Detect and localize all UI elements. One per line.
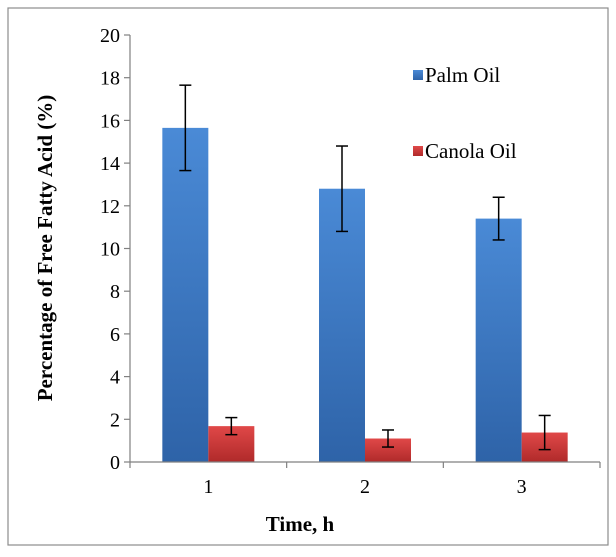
x-tick-label: 3	[517, 476, 527, 498]
legend-swatch-palm-oil	[413, 70, 423, 80]
y-tick-label: 10	[100, 239, 120, 261]
y-tick-label: 6	[110, 324, 120, 346]
legend-label-canola-oil: Canola Oil	[425, 139, 517, 163]
legend-label-palm-oil: Palm Oil	[425, 63, 500, 87]
bar-palm-oil-2	[319, 188, 365, 462]
legend-swatch-canola-oil	[413, 146, 423, 156]
error-bar-canola-oil-3	[538, 414, 551, 451]
y-axis-title: Percentage of Free Fatty Acid (%)	[33, 95, 57, 402]
error-bar-palm-oil-1	[179, 84, 192, 172]
y-tick-label: 20	[100, 25, 120, 47]
y-tick-label: 0	[110, 452, 120, 474]
x-axis-title: Time, h	[266, 512, 335, 536]
y-tick-label: 16	[100, 110, 120, 132]
x-tick-label: 2	[360, 476, 370, 498]
error-bar-canola-oil-2	[382, 429, 394, 448]
y-tick-label: 18	[100, 68, 120, 90]
y-tick-label: 4	[110, 367, 120, 389]
bar-palm-oil-1	[162, 127, 209, 462]
y-tick-label: 2	[110, 409, 120, 431]
error-bar-palm-oil-2	[336, 145, 348, 233]
y-tick-label: 12	[100, 196, 120, 218]
y-tick-label: 14	[100, 153, 120, 175]
y-tick-label: 8	[110, 281, 120, 303]
error-bar-canola-oil-1	[225, 416, 238, 436]
bar-canola-oil-2	[365, 438, 411, 462]
error-bar-palm-oil-3	[492, 196, 505, 241]
bar-palm-oil-3	[475, 218, 522, 462]
x-tick-label: 1	[203, 476, 213, 498]
legend: Palm Oil Canola Oil	[413, 63, 517, 163]
